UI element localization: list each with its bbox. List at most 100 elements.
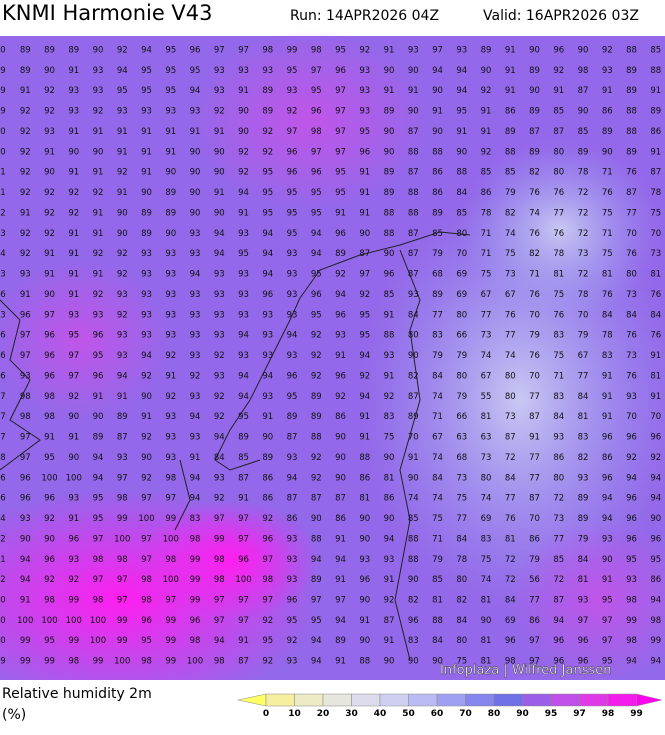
grid-value: 99 — [68, 595, 79, 605]
grid-value: 93 — [68, 555, 79, 565]
grid-value: 100 — [163, 534, 179, 544]
grid-value: 84 — [578, 555, 589, 565]
grid-value: 97 — [93, 534, 104, 544]
grid-value: 84 — [456, 188, 467, 198]
grid-value: 87 — [408, 127, 419, 137]
grid-value: 94 — [20, 575, 31, 585]
grid-value: 91 — [117, 127, 128, 137]
grid-value: 74 — [481, 494, 492, 504]
grid-value: 93 — [141, 107, 152, 117]
grid-value: 97 — [238, 616, 249, 626]
grid-value: 93 — [238, 290, 249, 300]
grid-value: 91 — [384, 310, 395, 320]
grid-value: 81 — [481, 636, 492, 646]
grid-value: 92 — [238, 168, 249, 178]
grid-value: 88 — [626, 107, 637, 117]
grid-value: 97 — [165, 595, 176, 605]
grid-value: 72 — [578, 208, 589, 218]
grid-value: 91 — [432, 107, 443, 117]
grid-value: 92 — [311, 351, 322, 361]
grid-value: 92 — [20, 107, 31, 117]
grid-value: 72 — [505, 453, 516, 463]
grid-value: 92 — [20, 127, 31, 137]
grid-value: 3 — [0, 270, 5, 280]
grid-value: 91 — [238, 208, 249, 218]
grid-value: 93 — [214, 371, 225, 381]
grid-value: 86 — [602, 107, 613, 117]
grid-value: 85 — [432, 229, 443, 239]
grid-value: 91 — [165, 127, 176, 137]
grid-value: 92 — [311, 453, 322, 463]
grid-value: 76 — [626, 371, 637, 381]
grid-value: 90 — [408, 351, 419, 361]
grid-value: 93 — [262, 310, 273, 320]
grid-value: 93 — [359, 555, 370, 565]
grid-value: 85 — [553, 555, 564, 565]
grid-value: 92 — [44, 107, 55, 117]
grid-value: 97 — [602, 636, 613, 646]
grid-value: 100 — [66, 616, 82, 626]
grid-value: 91 — [481, 127, 492, 137]
grid-value: 89 — [311, 575, 322, 585]
grid-value: 88 — [408, 208, 419, 218]
grid-value: 9 — [0, 657, 5, 667]
grid-value: 90 — [578, 46, 589, 56]
grid-value: 89 — [384, 188, 395, 198]
grid-value: 77 — [505, 494, 516, 504]
grid-value: 86 — [262, 473, 273, 483]
grid-value: 90 — [93, 46, 104, 56]
grid-value: 82 — [529, 168, 540, 178]
grid-value: 74 — [529, 208, 540, 218]
grid-value: 91 — [93, 392, 104, 402]
grid-value: 74 — [432, 453, 443, 463]
grid-value: 94 — [602, 514, 613, 524]
grid-value: 82 — [456, 595, 467, 605]
grid-value: 90 — [190, 147, 201, 157]
grid-value: 96 — [553, 636, 564, 646]
grid-value: 89 — [578, 494, 589, 504]
map — [0, 30, 665, 710]
grid-value: 98 — [141, 575, 152, 585]
grid-value: 83 — [553, 331, 564, 341]
grid-value: 84 — [650, 310, 661, 320]
grid-value: 90 — [190, 168, 201, 178]
grid-value: 97 — [359, 270, 370, 280]
grid-value: 96 — [190, 616, 201, 626]
grid-value: 77 — [481, 310, 492, 320]
grid-value: 92 — [481, 147, 492, 157]
grid-value: 89 — [141, 208, 152, 218]
grid-value: 95 — [68, 331, 79, 341]
grid-value: 95 — [626, 555, 637, 565]
grid-value: 92 — [141, 473, 152, 483]
grid-value: 93 — [384, 351, 395, 361]
grid-value: 87 — [117, 433, 128, 443]
grid-value: 90 — [190, 188, 201, 198]
grid-value: 91 — [650, 392, 661, 402]
grid-value: 75 — [553, 351, 564, 361]
grid-value: 86 — [359, 473, 370, 483]
grid-value: 92 — [262, 514, 273, 524]
grid-value: 80 — [456, 575, 467, 585]
grid-value: 96 — [335, 229, 346, 239]
grid-value: 93 — [190, 229, 201, 239]
grid-value: 72 — [578, 229, 589, 239]
grid-value: 97 — [311, 147, 322, 157]
grid-value: 92 — [262, 657, 273, 667]
grid-value: 91 — [141, 147, 152, 157]
grid-value: 99 — [650, 636, 661, 646]
grid-value: 4 — [0, 514, 5, 524]
grid-value: 89 — [626, 86, 637, 96]
colorbar-tick-label: 30 — [345, 709, 358, 719]
grid-value: 93 — [165, 270, 176, 280]
grid-value: 96 — [626, 433, 637, 443]
grid-value: 91 — [602, 392, 613, 402]
grid-value: 67 — [578, 351, 589, 361]
grid-value: 73 — [481, 453, 492, 463]
grid-value: 83 — [432, 331, 443, 341]
grid-value: 96 — [44, 331, 55, 341]
grid-value: 91 — [335, 657, 346, 667]
grid-value: 96 — [190, 46, 201, 56]
grid-value: 94 — [238, 371, 249, 381]
grid-value: 83 — [408, 636, 419, 646]
grid-value: 7 — [0, 433, 5, 443]
